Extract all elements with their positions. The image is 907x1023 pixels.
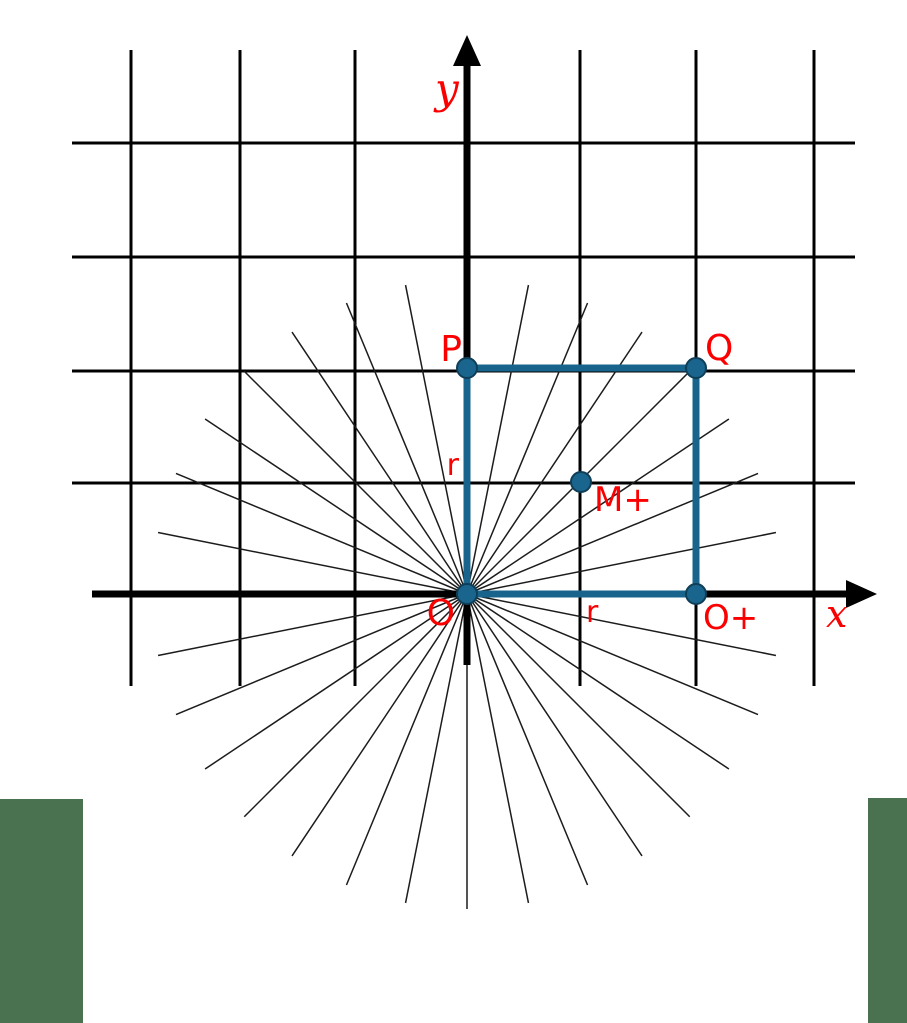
fan-ray bbox=[466, 593, 777, 657]
green-block-right bbox=[868, 798, 907, 1023]
point-dot-P bbox=[456, 357, 478, 379]
label-Q: Q bbox=[705, 328, 733, 369]
fan-ray bbox=[466, 593, 691, 818]
fan-ray bbox=[291, 593, 468, 857]
fan-ray bbox=[345, 302, 468, 595]
fan-ray bbox=[466, 331, 643, 595]
label-r-bottom: r bbox=[586, 595, 599, 630]
label-P: P bbox=[440, 329, 462, 370]
fan-ray bbox=[404, 593, 468, 904]
fan-ray bbox=[466, 302, 589, 595]
point-dot-Q bbox=[685, 357, 707, 379]
label-O-plus: O+ bbox=[703, 598, 758, 638]
fan-ray bbox=[204, 418, 468, 595]
fan-ray bbox=[466, 593, 759, 716]
fan-ray bbox=[466, 593, 643, 857]
fan-ray bbox=[243, 593, 468, 818]
fan-ray bbox=[175, 593, 468, 716]
fan-ray bbox=[157, 593, 468, 657]
x-axis-arrowhead-icon bbox=[846, 580, 877, 608]
point-dot-M bbox=[570, 471, 592, 493]
label-r-left: r bbox=[447, 448, 460, 483]
fan-ray bbox=[204, 593, 468, 770]
fan-ray bbox=[466, 418, 730, 595]
fan-ray bbox=[291, 331, 468, 595]
fan-ray bbox=[466, 284, 530, 595]
fan-ray bbox=[466, 531, 777, 595]
fan-ray bbox=[466, 593, 589, 886]
point-dot-O bbox=[456, 583, 478, 605]
fan-ray bbox=[157, 531, 468, 595]
fan-ray bbox=[466, 472, 759, 595]
point-dot-O-plus bbox=[685, 583, 707, 605]
fan-ray bbox=[466, 593, 730, 770]
label-M-plus: M+ bbox=[594, 480, 652, 520]
fan-ray bbox=[175, 472, 468, 595]
label-x-axis: x bbox=[826, 592, 847, 636]
fan-ray bbox=[345, 593, 468, 886]
fan-ray bbox=[466, 593, 530, 904]
fan-ray bbox=[404, 284, 468, 595]
green-block-left bbox=[0, 799, 83, 1023]
y-axis-arrowhead-icon bbox=[453, 35, 481, 66]
label-O: O bbox=[427, 593, 455, 634]
label-y-axis: y bbox=[433, 64, 460, 113]
fan-ray bbox=[243, 370, 468, 595]
